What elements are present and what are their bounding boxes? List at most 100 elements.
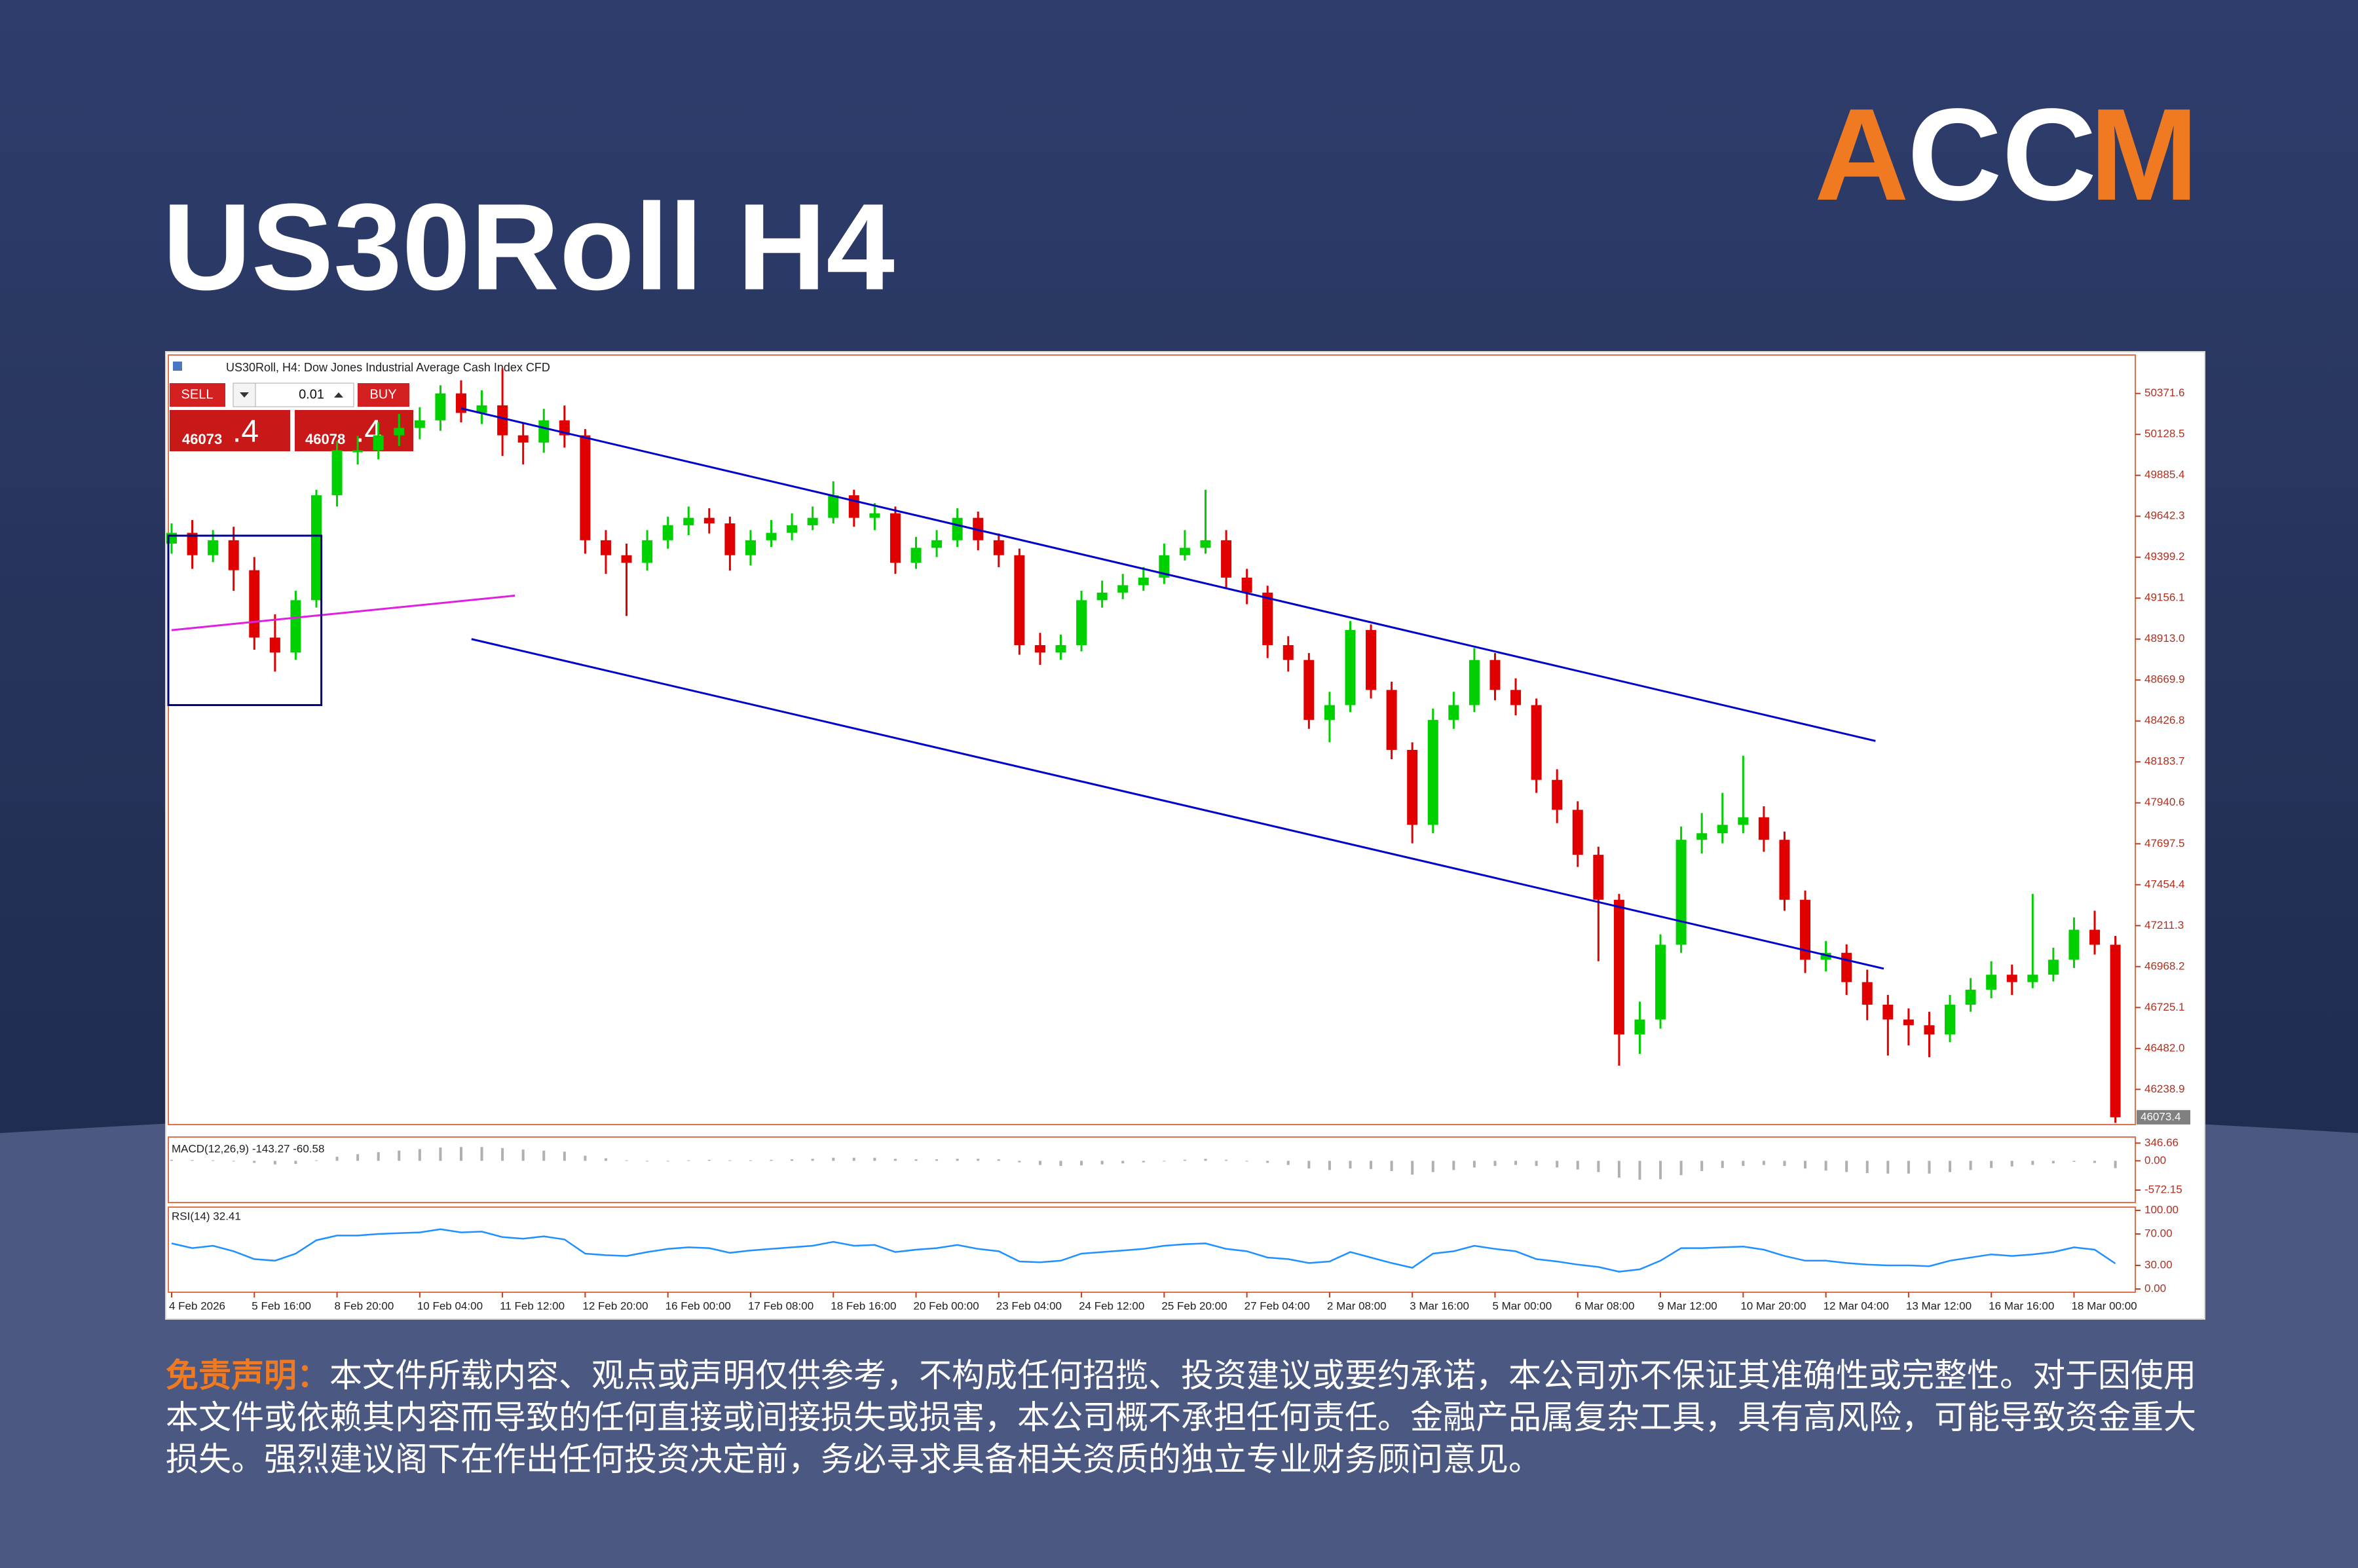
macd-bar <box>1638 1161 1641 1180</box>
candle-body <box>662 525 673 540</box>
macd-bar <box>935 1159 939 1161</box>
y-tick-label: 30.00 <box>2144 1258 2173 1271</box>
macd-bar <box>335 1157 339 1161</box>
macd-bar <box>2051 1161 2055 1164</box>
last-price-box <box>2137 1110 2190 1125</box>
candle-body <box>1345 629 1356 705</box>
candle-body <box>952 517 963 540</box>
candle-body <box>1924 1025 1935 1035</box>
candle-body <box>848 495 859 518</box>
y-tick-label: 50371.6 <box>2144 386 2184 399</box>
bid-box[interactable] <box>170 410 290 451</box>
macd-bar <box>832 1157 835 1161</box>
y-tick-label: 47697.5 <box>2144 837 2184 849</box>
macd-bar <box>1824 1161 1827 1171</box>
macd-bar <box>914 1159 918 1161</box>
candle-body <box>600 540 611 555</box>
candle-body <box>1366 629 1377 690</box>
candle-body <box>331 450 343 496</box>
macd-bar <box>1783 1161 1786 1167</box>
candle-body <box>1407 749 1418 825</box>
x-tick-label: 11 Feb 12:00 <box>500 1299 565 1312</box>
macd-bar <box>1121 1161 1125 1164</box>
candle-body <box>1282 645 1294 660</box>
macd-bar <box>791 1159 794 1161</box>
box-annotation <box>167 534 323 707</box>
candle-body <box>1945 1004 1956 1035</box>
y-tick-label: 0.00 <box>2144 1154 2166 1167</box>
candle-body <box>269 637 280 653</box>
candle-body <box>1717 825 1728 834</box>
ask-box[interactable] <box>295 410 413 451</box>
y-tick-label: -572.15 <box>2144 1183 2182 1195</box>
candle-body <box>1552 779 1563 810</box>
disclaimer-text: 本文件所载内容、观点或声明仅供参考，不构成任何招揽、投资建议或要约承诺，本公司亦… <box>166 1357 2196 1478</box>
x-tick-label: 9 Mar 12:00 <box>1658 1299 1717 1312</box>
y-tick-label: 48913.0 <box>2144 632 2184 644</box>
lot-up-arrow[interactable] <box>334 392 343 398</box>
candle-body <box>414 420 425 428</box>
candle-body <box>1572 810 1583 855</box>
x-tick-label: 16 Mar 16:00 <box>1989 1299 2054 1312</box>
macd-bar <box>480 1147 483 1161</box>
x-tick-label: 23 Feb 04:00 <box>996 1299 1062 1312</box>
logo-m: M <box>2089 82 2199 228</box>
macd-bar <box>1514 1161 1518 1165</box>
candle-body <box>1903 1019 1914 1026</box>
rsi-line <box>171 1228 2116 1273</box>
macd-bar <box>418 1149 421 1161</box>
candle-body <box>1076 600 1087 646</box>
macd-bar <box>1452 1161 1455 1170</box>
candle-body <box>683 517 694 525</box>
candle-body <box>2110 944 2121 1117</box>
chart-window <box>165 351 2205 1320</box>
x-tick-label: 25 Feb 20:00 <box>1161 1299 1227 1312</box>
candle-body <box>1159 555 1170 578</box>
candle-body <box>1986 975 1997 990</box>
macd-bar <box>2072 1161 2076 1162</box>
candle-body <box>1138 577 1149 586</box>
candle-body <box>517 435 529 443</box>
y-tick-label: 50128.5 <box>2144 428 2184 440</box>
macd-bar <box>873 1157 876 1161</box>
x-tick-label: 16 Feb 00:00 <box>665 1299 731 1312</box>
page-title: US30Roll H4 <box>162 178 895 316</box>
macd-bar <box>1886 1161 1890 1174</box>
y-tick-label: 46725.1 <box>2144 1001 2184 1013</box>
disclaimer: 免责声明：本文件所载内容、观点或声明仅供参考，不构成任何招揽、投资建议或要约承诺… <box>166 1354 2216 1480</box>
window-caption: US30Roll, H4: Dow Jones Industrial Avera… <box>226 361 550 374</box>
macd-bar <box>1865 1161 1869 1174</box>
macd-bar <box>1990 1161 1993 1168</box>
macd-bar <box>1804 1161 1807 1169</box>
macd-bar <box>439 1148 442 1161</box>
candle-body <box>1510 690 1522 705</box>
sell-label[interactable]: SELL <box>181 387 214 401</box>
buy-button[interactable] <box>358 383 409 407</box>
buy-label[interactable]: BUY <box>369 387 396 401</box>
candle-body <box>1034 645 1045 653</box>
candle-body <box>2048 960 2059 975</box>
x-tick-label: 12 Mar 04:00 <box>1824 1299 1889 1312</box>
x-tick-label: 17 Feb 08:00 <box>748 1299 814 1312</box>
macd-bar <box>1907 1161 1910 1174</box>
candle-body <box>910 548 922 563</box>
macd-bar <box>1142 1161 1145 1163</box>
candle-body <box>2027 975 2038 982</box>
macd-bar <box>2010 1161 2013 1167</box>
x-tick-label: 6 Mar 08:00 <box>1575 1299 1635 1312</box>
window-icon <box>173 362 182 371</box>
logo-cc: CC <box>1907 82 2097 228</box>
x-tick-label: 8 Feb 20:00 <box>335 1299 394 1312</box>
candle-body <box>352 450 364 453</box>
macd-bar <box>1721 1161 1724 1168</box>
macd-bar <box>2114 1161 2117 1168</box>
candle-body <box>1117 585 1129 593</box>
x-tick-label: 10 Mar 20:00 <box>1740 1299 1806 1312</box>
candle-body <box>1055 645 1066 653</box>
candle-body <box>1738 817 1749 825</box>
sell-button[interactable] <box>170 383 225 407</box>
x-tick-label: 4 Feb 2026 <box>169 1299 225 1312</box>
macd-bar <box>377 1152 380 1161</box>
candle-body <box>1965 990 1976 1005</box>
